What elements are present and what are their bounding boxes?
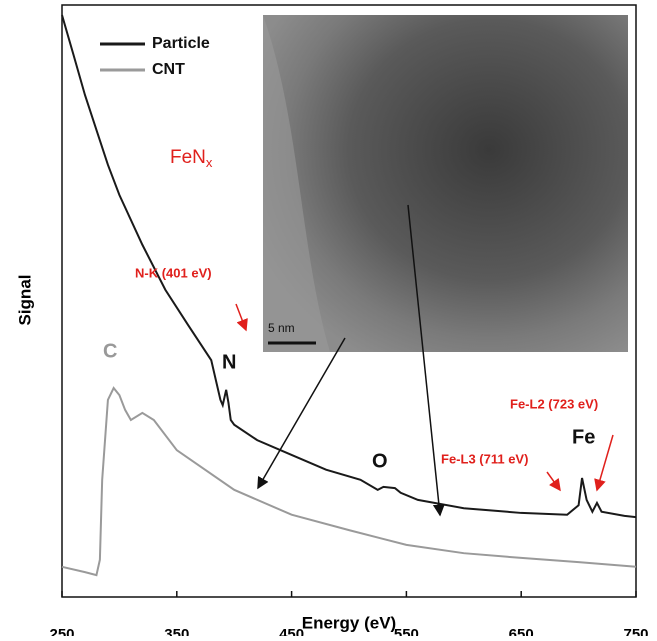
x-tick-label: 750 (623, 626, 648, 636)
x-axis-label: Energy (eV) (302, 613, 396, 632)
x-tick-label: 550 (394, 626, 419, 636)
arrow (546, 471, 561, 492)
scale-label: 5 nm (268, 321, 295, 335)
edge-label: N (222, 351, 236, 373)
edge-label: C (103, 340, 117, 362)
arrow (407, 204, 445, 517)
x-tick-label: 250 (49, 626, 74, 636)
subscript: x (206, 155, 213, 170)
edge-label: O (372, 450, 388, 472)
arrow (257, 337, 346, 490)
peak-label: N-K (401 eV) (135, 265, 212, 280)
arrow (235, 303, 248, 332)
legend-label: Particle (152, 35, 210, 52)
arrow (594, 434, 614, 492)
peak-label: Fe-L3 (711 eV) (441, 451, 528, 466)
legend-label: CNT (152, 61, 185, 78)
x-tick-label: 350 (164, 626, 189, 636)
compound: FeN (170, 147, 206, 168)
series-line (61, 386, 637, 577)
peak-label: Fe-L2 (723 eV) (510, 396, 598, 411)
plot-frame (61, 4, 637, 598)
tem-edge (263, 15, 330, 352)
series-line (61, 14, 637, 519)
edge-label: Fe (572, 426, 595, 448)
x-tick-label: 650 (509, 626, 534, 636)
y-axis-label: Signal (15, 274, 34, 325)
compound-label: FeNx (170, 147, 213, 170)
x-tick-label: 450 (279, 626, 304, 636)
tem-inset (263, 15, 628, 352)
